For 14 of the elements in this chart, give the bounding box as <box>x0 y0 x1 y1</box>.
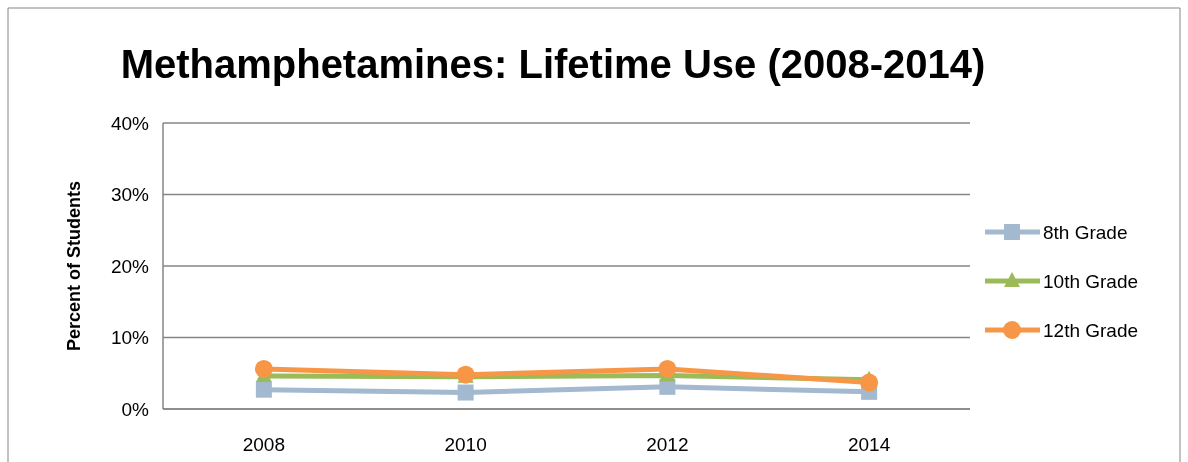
x-tick-label: 2010 <box>444 434 487 455</box>
chart-title: Methamphetamines: Lifetime Use (2008-2014) <box>120 42 986 86</box>
legend-label: 12th Grade <box>1043 319 1139 341</box>
x-tick-label: 2014 <box>847 434 891 455</box>
x-tick-label: 2008 <box>242 434 286 455</box>
x-tick-label: 2012 <box>646 434 689 455</box>
legend-label: 10th Grade <box>1043 270 1139 292</box>
y-tick-label: 30% <box>110 184 150 206</box>
y-tick-label: 0% <box>121 398 150 420</box>
y-axis-title: Percent of Students <box>64 180 84 352</box>
y-tick-label: 10% <box>110 327 150 349</box>
y-tick-label: 40% <box>110 112 150 134</box>
y-tick-label: 20% <box>110 255 150 277</box>
legend-label: 8th Grade <box>1043 221 1128 243</box>
